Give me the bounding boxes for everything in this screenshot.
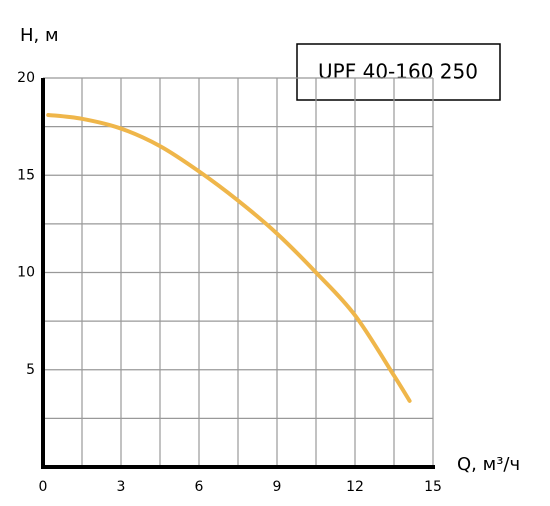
- x-axis-label: Q, м³/ч: [457, 454, 520, 475]
- curve: [46, 112, 412, 403]
- y-tick-label: 5: [26, 362, 35, 378]
- x-tick-label: 15: [424, 479, 442, 495]
- x-tick-label: 12: [346, 479, 364, 495]
- y-tick-label: 10: [17, 265, 35, 281]
- y-tick-label: 15: [17, 167, 35, 183]
- chart-title: UPF 40-160 250: [318, 60, 478, 84]
- x-tick-label: 0: [39, 479, 48, 495]
- y-tick-label: 20: [17, 70, 35, 86]
- x-tick-label: 9: [273, 479, 282, 495]
- x-tick-label: 3: [117, 479, 126, 495]
- x-tick-label: 6: [195, 479, 204, 495]
- title-box: [296, 43, 501, 101]
- y-axis-label: H, м: [20, 25, 59, 46]
